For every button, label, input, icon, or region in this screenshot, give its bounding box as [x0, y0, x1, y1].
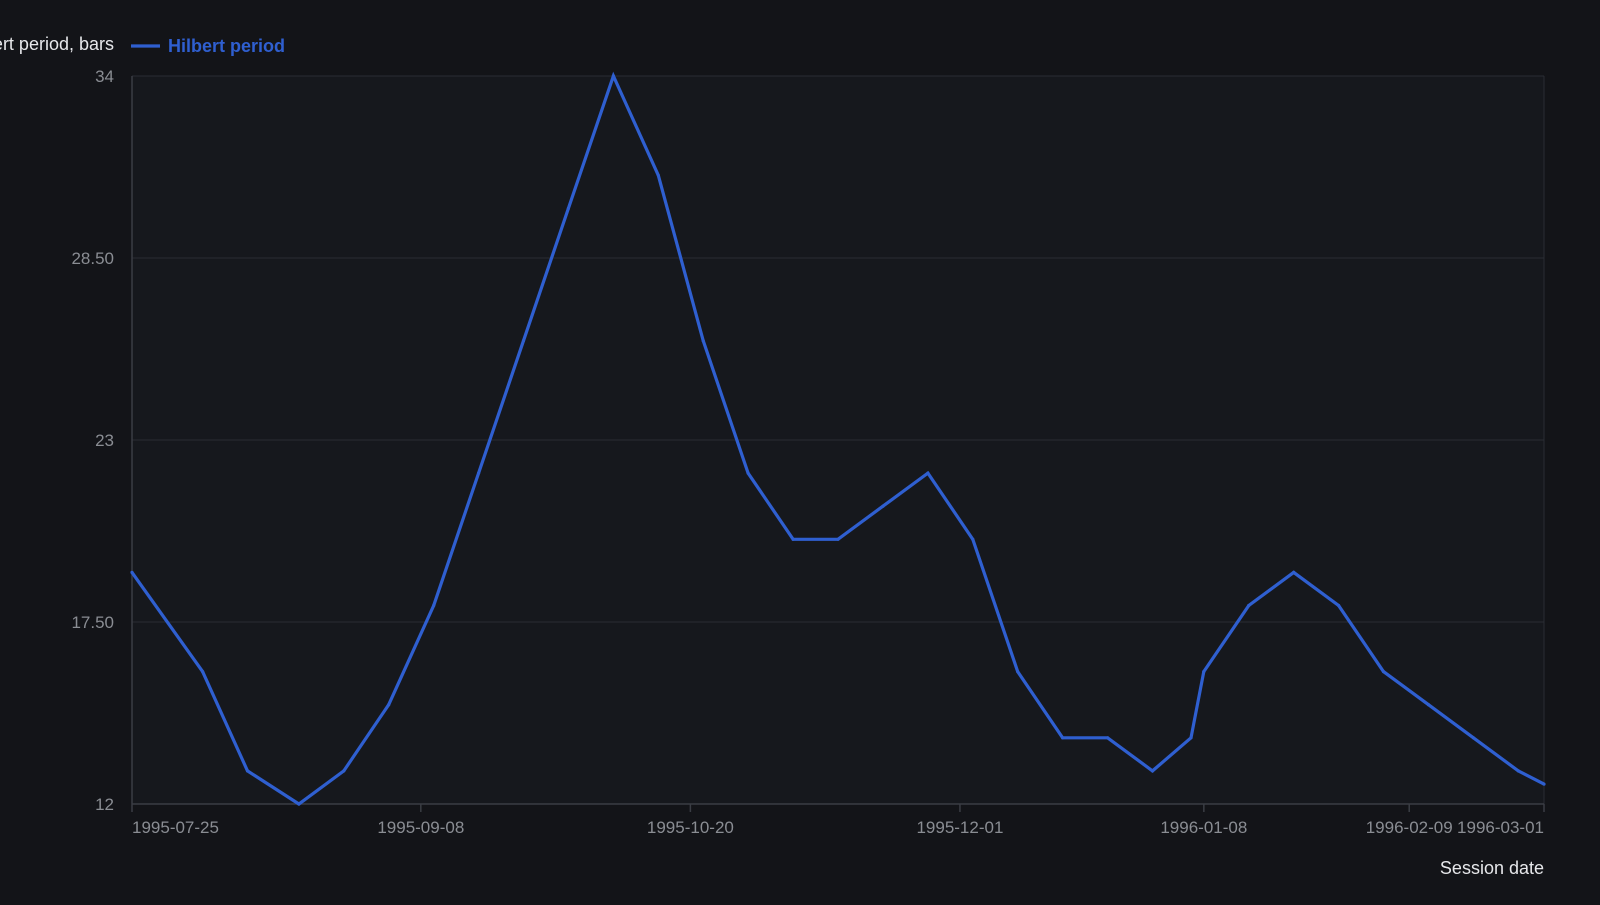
x-tick-label: 1996-02-09 — [1366, 818, 1453, 837]
data-point — [245, 769, 250, 773]
data-point — [791, 537, 795, 541]
data-point — [342, 769, 346, 773]
data-point — [1381, 670, 1386, 674]
y-tick-label: 28.50 — [71, 249, 114, 268]
legend: Hilbert period — [131, 36, 285, 56]
data-point — [201, 670, 205, 674]
x-tick-label: 1996-01-08 — [1160, 818, 1247, 837]
data-point — [971, 537, 975, 541]
y-tick-label: 12 — [95, 795, 114, 814]
data-point — [1150, 769, 1155, 773]
series-layer — [130, 71, 1546, 806]
y-axis-label: Hilbert period, bars — [0, 34, 114, 54]
data-point — [432, 603, 436, 608]
data-point — [1337, 603, 1341, 608]
y-tick-label: 17.50 — [71, 613, 114, 632]
data-point — [611, 74, 616, 78]
legend-label: Hilbert period — [168, 36, 285, 56]
data-point — [1471, 736, 1475, 740]
x-tick-label: 1995-09-08 — [377, 818, 464, 837]
data-point — [1247, 603, 1251, 608]
data-point — [881, 504, 885, 508]
data-point — [836, 537, 840, 541]
axes: 12 17.50 23 28.50 34 1995-07-25 1995-09-08 1995… — [71, 67, 1545, 837]
data-point — [1202, 670, 1206, 674]
data-point — [1189, 736, 1193, 740]
x-axis-label: Session date — [1440, 858, 1544, 878]
data-point — [387, 703, 391, 707]
data-point — [1292, 570, 1296, 575]
data-point — [477, 471, 481, 475]
data-point — [1426, 703, 1431, 707]
data-point — [656, 173, 660, 177]
data-point — [746, 471, 750, 475]
data-point — [130, 570, 134, 575]
data-point — [1516, 769, 1520, 773]
x-tick-label: 1995-10-20 — [647, 818, 734, 837]
data-point — [566, 206, 571, 210]
y-tick-label: 34 — [95, 67, 114, 86]
x-tick-label: 1995-07-25 — [132, 818, 219, 837]
x-tick-label: 1995-12-01 — [916, 818, 1003, 837]
y-tick-label: 23 — [95, 431, 114, 450]
x-tick-label: 1996-03-01 — [1457, 818, 1544, 837]
data-point — [1542, 782, 1546, 786]
data-point — [1061, 736, 1065, 740]
data-point — [701, 339, 705, 343]
data-point — [297, 802, 301, 806]
data-point — [1016, 670, 1020, 674]
data-point — [521, 339, 526, 343]
data-point — [1106, 736, 1110, 740]
data-point — [926, 471, 930, 475]
